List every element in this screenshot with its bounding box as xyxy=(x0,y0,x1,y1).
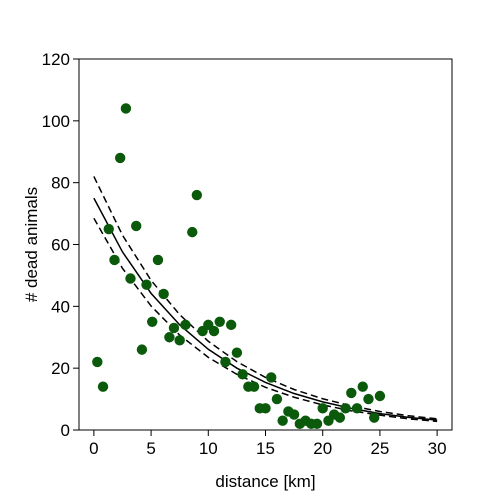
data-point xyxy=(363,393,374,405)
data-points xyxy=(92,103,386,430)
data-point xyxy=(92,356,103,368)
data-point xyxy=(174,335,185,346)
data-point xyxy=(248,381,260,392)
data-point xyxy=(311,418,323,430)
data-point xyxy=(158,288,169,300)
y-tick-label: 60 xyxy=(51,236,70,255)
y-tick-label: 0 xyxy=(61,421,70,440)
data-point xyxy=(220,356,231,368)
data-point xyxy=(125,273,136,284)
data-point xyxy=(131,220,142,232)
y-axis: 0 20 40 60 80 100 120 xyxy=(42,50,79,440)
data-point xyxy=(374,390,386,402)
data-point xyxy=(164,332,175,343)
data-point xyxy=(357,381,368,392)
confidence-band-line xyxy=(93,176,438,420)
y-axis-label: # dead animals xyxy=(22,187,41,302)
data-point xyxy=(334,412,346,423)
confidence-band-line xyxy=(93,217,438,423)
x-axis: 0 5 10 15 20 25 30 xyxy=(89,430,447,458)
data-point xyxy=(369,412,380,423)
data-point xyxy=(237,369,248,380)
data-point xyxy=(120,103,132,114)
data-point xyxy=(214,316,225,327)
data-point xyxy=(225,319,237,331)
data-point xyxy=(147,316,158,327)
data-point xyxy=(152,254,164,266)
data-point xyxy=(277,415,288,426)
data-point xyxy=(340,403,351,414)
x-tick-label: 30 xyxy=(428,439,447,458)
data-point xyxy=(141,279,152,290)
data-point xyxy=(346,387,357,399)
data-point xyxy=(288,409,300,420)
fit-line xyxy=(93,197,438,421)
data-point xyxy=(351,403,363,414)
data-point xyxy=(180,319,191,331)
data-point xyxy=(97,381,109,392)
fit-curves xyxy=(93,176,438,423)
x-tick-label: 25 xyxy=(370,439,389,458)
data-point xyxy=(191,189,203,201)
x-axis-label: distance [km] xyxy=(215,472,315,491)
data-point xyxy=(317,403,328,414)
data-point xyxy=(187,226,198,238)
y-tick-label: 20 xyxy=(51,359,70,378)
x-tick-label: 5 xyxy=(146,439,155,458)
data-point xyxy=(260,403,271,414)
y-tick-label: 40 xyxy=(51,297,70,316)
data-point xyxy=(266,372,277,383)
data-point xyxy=(103,223,114,235)
data-point xyxy=(208,325,220,337)
x-tick-label: 10 xyxy=(199,439,218,458)
data-point xyxy=(109,254,120,266)
y-tick-label: 100 xyxy=(42,112,70,131)
plot-frame xyxy=(78,58,453,431)
x-tick-label: 0 xyxy=(89,439,98,458)
data-point xyxy=(271,393,283,405)
x-tick-label: 15 xyxy=(256,439,275,458)
data-point xyxy=(114,152,126,164)
data-point xyxy=(231,347,243,358)
y-tick-label: 80 xyxy=(51,174,70,193)
y-tick-label: 120 xyxy=(42,50,70,69)
data-point xyxy=(136,344,148,355)
x-tick-label: 20 xyxy=(313,439,332,458)
data-point xyxy=(168,322,180,334)
